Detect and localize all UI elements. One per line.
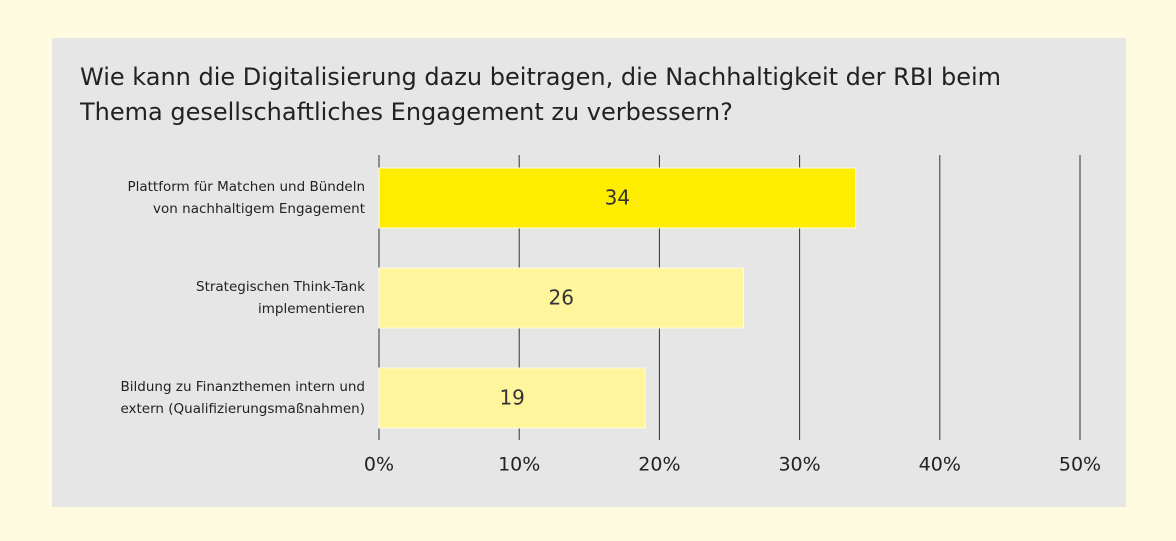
- y-tick-label: Strategischen Think-Tank: [196, 279, 365, 295]
- bar: [378, 367, 646, 429]
- x-tick-label: 20%: [638, 454, 680, 476]
- value-label: 19: [499, 386, 524, 410]
- x-tick-label: 40%: [919, 454, 961, 476]
- y-tick-label: implementieren: [258, 301, 365, 317]
- x-tick-label: 10%: [498, 454, 540, 476]
- value-label: 34: [605, 186, 630, 210]
- chart-title: Thema gesellschaftliches Engagement zu v…: [79, 98, 733, 126]
- x-tick-label: 0%: [364, 454, 394, 476]
- chart-title: Wie kann die Digitalisierung dazu beitra…: [80, 63, 1001, 91]
- bar: [378, 267, 745, 329]
- y-tick-label: von nachhaltigem Engagement: [153, 201, 365, 217]
- bar: [378, 167, 857, 229]
- y-tick-label: extern (Qualifizierungsmaßnahmen): [120, 401, 365, 417]
- x-tick-label: 30%: [778, 454, 820, 476]
- y-tick-label: Plattform für Matchen und Bündeln: [127, 179, 365, 195]
- y-tick-label: Bildung zu Finanzthemen intern und: [121, 379, 365, 395]
- value-label: 26: [549, 286, 574, 310]
- x-tick-label: 50%: [1059, 454, 1101, 476]
